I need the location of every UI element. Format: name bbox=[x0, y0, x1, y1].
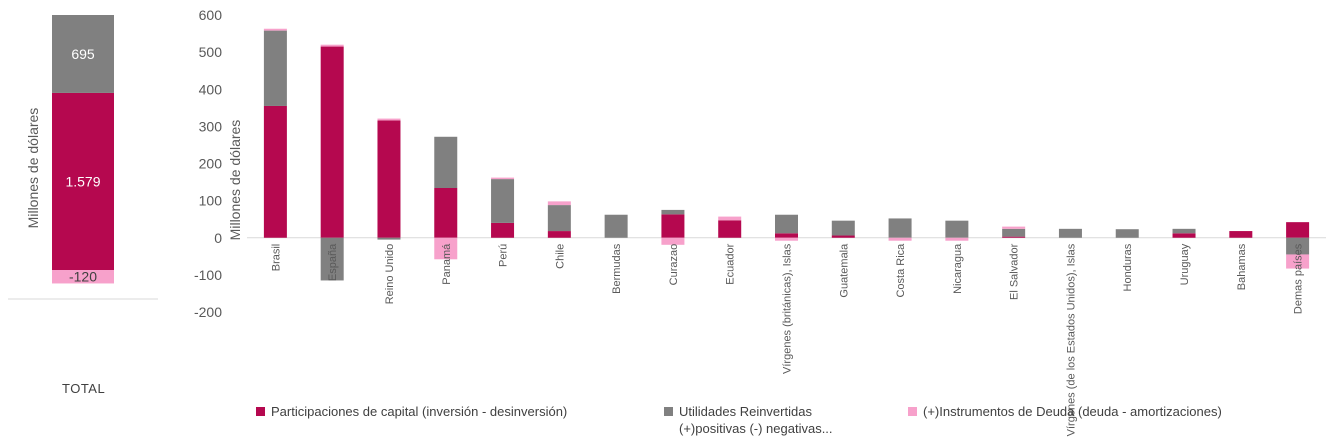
bar-utilidades bbox=[775, 214, 798, 234]
bar-capital bbox=[1229, 231, 1253, 238]
x-tick-label: Demas países bbox=[1293, 243, 1305, 314]
bar-deuda bbox=[718, 216, 742, 221]
y-tick-label: 300 bbox=[199, 118, 223, 134]
legend-swatch-utilidades bbox=[664, 407, 673, 416]
x-tick-label: Ecuador bbox=[725, 243, 737, 284]
x-tick-label: España bbox=[327, 243, 339, 281]
bar-utilidades bbox=[1115, 229, 1139, 238]
total-y-axis-label: Millones de dólares bbox=[25, 108, 41, 229]
total-category-label: TOTAL bbox=[62, 381, 106, 396]
y-axis-label: Millones de dólares bbox=[227, 120, 243, 241]
legend-swatch-capital bbox=[256, 407, 265, 416]
y-tick-label: 500 bbox=[199, 44, 223, 60]
y-tick-label: 0 bbox=[214, 230, 222, 246]
bar-utilidades bbox=[661, 209, 685, 215]
total-bar-capital bbox=[52, 92, 114, 270]
x-tick-label: El Salvador bbox=[1009, 243, 1021, 300]
bar-deuda bbox=[263, 28, 287, 31]
bar-utilidades bbox=[831, 220, 855, 236]
bar-capital bbox=[434, 188, 458, 238]
bar-deuda bbox=[1286, 254, 1310, 269]
y-tick-label: 200 bbox=[199, 156, 223, 172]
bar-capital bbox=[1002, 236, 1026, 238]
legend-item-deuda: (+)Instrumentos de Deuda (deuda - amorti… bbox=[908, 403, 1222, 420]
y-tick-label: 100 bbox=[199, 193, 223, 209]
bar-deuda bbox=[434, 237, 458, 260]
bar-capital bbox=[831, 235, 855, 238]
total-panel: 695 1.579 -120 Millones de dólares bbox=[8, 15, 158, 300]
bar-capital bbox=[547, 231, 571, 238]
x-tick-label: Chile bbox=[554, 244, 566, 269]
x-tick-label: Nicaragua bbox=[952, 243, 964, 294]
x-tick-label: Bahamas bbox=[1236, 243, 1248, 290]
bar-capital bbox=[775, 233, 798, 238]
bar-utilidades bbox=[1058, 228, 1082, 238]
bar-utilidades bbox=[1172, 228, 1196, 234]
total-value-label-capital: 1.579 bbox=[65, 173, 100, 189]
x-tick-label: Brasil bbox=[270, 244, 282, 272]
bar-utilidades bbox=[263, 30, 287, 106]
bar-capital bbox=[1286, 222, 1310, 238]
bar-deuda bbox=[1002, 226, 1026, 229]
y-tick-label: 400 bbox=[199, 81, 223, 97]
bar-deuda bbox=[888, 237, 912, 241]
bar-utilidades bbox=[945, 220, 969, 238]
total-value-label-utilidades: 695 bbox=[71, 46, 95, 62]
bar-utilidades bbox=[1002, 228, 1026, 237]
bar-deuda bbox=[945, 237, 969, 241]
legend-label-utilidades-line2: (+)positivas (-) negativas... bbox=[679, 421, 833, 436]
x-tick-label: Reino Unido bbox=[384, 244, 396, 305]
x-tick-label: Honduras bbox=[1122, 243, 1134, 291]
bar-capital bbox=[491, 222, 515, 238]
bar-capital bbox=[320, 46, 344, 238]
bar-utilidades bbox=[547, 205, 571, 232]
bar-deuda bbox=[661, 237, 685, 245]
bar-utilidades bbox=[888, 218, 912, 238]
y-tick-label: -200 bbox=[194, 304, 222, 320]
legend-item-utilidades: Utilidades Reinvertidas (+)positivas (-)… bbox=[664, 403, 833, 437]
main-chart: 600 500 400 300 200 100 0 -100 -200 Brasil España R… bbox=[194, 7, 1326, 436]
x-tick-label: Bermudas bbox=[611, 243, 623, 294]
y-tick-label: 600 bbox=[199, 7, 223, 23]
legend-label-utilidades-line1: Utilidades Reinvertidas bbox=[679, 404, 812, 419]
x-tick-label: Costa Rica bbox=[895, 243, 907, 298]
x-tick-label: Vírgenes (de los Estados Unidos), Islas bbox=[1065, 243, 1077, 436]
bar-deuda bbox=[547, 201, 571, 206]
bar-capital bbox=[377, 120, 401, 238]
x-tick-label: Panamá bbox=[441, 243, 453, 285]
bar-capital bbox=[661, 214, 685, 238]
legend-item-capital: Participaciones de capital (inversión - … bbox=[256, 403, 567, 420]
bar-utilidades bbox=[1286, 237, 1310, 255]
legend-label-capital: Participaciones de capital (inversión - … bbox=[271, 404, 568, 419]
bar-deuda bbox=[377, 118, 401, 121]
legend-label-deuda: (+)Instrumentos de Deuda (deuda - amorti… bbox=[923, 404, 1222, 419]
bar-utilidades bbox=[320, 237, 344, 281]
bar-deuda bbox=[775, 237, 798, 241]
x-tick-label: Curazao bbox=[668, 244, 680, 286]
bar-capital bbox=[1172, 233, 1196, 238]
x-tick-label: Guatemala bbox=[838, 243, 850, 298]
x-tick-label: Uruguay bbox=[1179, 243, 1191, 285]
total-value-label-deuda: -120 bbox=[69, 269, 97, 285]
total-bar-deuda bbox=[52, 270, 114, 284]
bar-utilidades bbox=[377, 237, 401, 240]
bar-capital bbox=[263, 105, 287, 238]
bar-utilidades bbox=[491, 179, 515, 223]
bar-utilidades bbox=[604, 214, 628, 238]
total-bar-utilidades bbox=[52, 15, 114, 93]
y-tick-label: -100 bbox=[194, 267, 222, 283]
bar-capital bbox=[718, 220, 742, 238]
legend-swatch-deuda bbox=[908, 407, 917, 416]
bar-deuda bbox=[320, 44, 344, 47]
bar-deuda bbox=[491, 177, 515, 180]
bar-utilidades bbox=[434, 136, 458, 189]
x-tick-label: Vírgenes (británicas), Islas bbox=[782, 243, 794, 374]
x-tick-label: Perú bbox=[498, 244, 510, 267]
